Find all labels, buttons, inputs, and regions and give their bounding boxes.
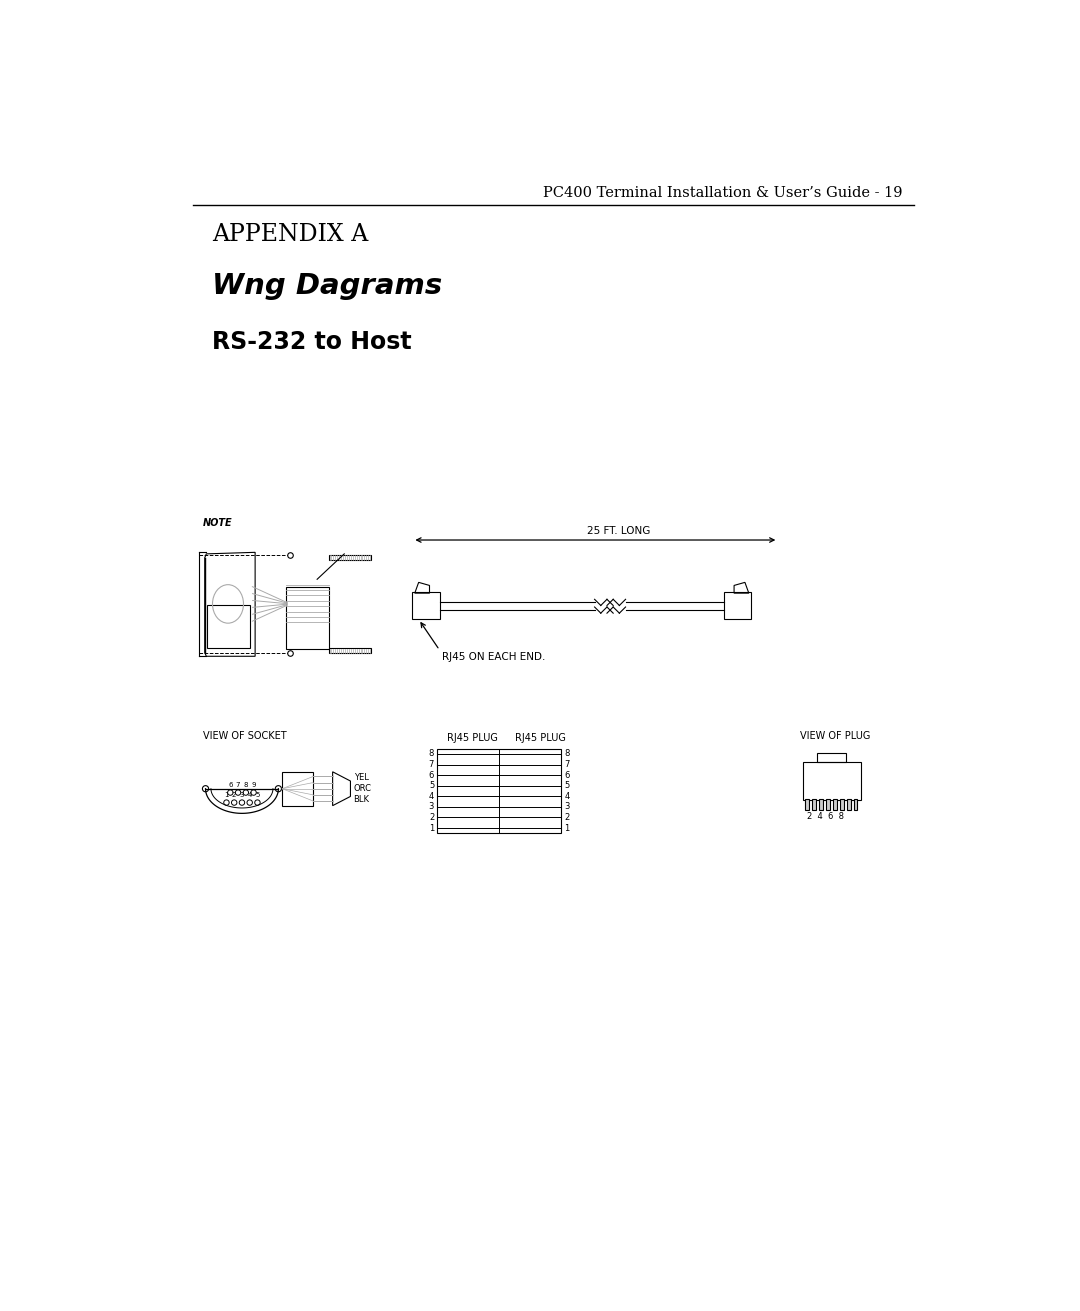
Text: 8: 8 [429, 750, 434, 759]
Text: 25 FT. LONG: 25 FT. LONG [586, 526, 650, 536]
Text: 3: 3 [565, 802, 570, 812]
Text: 5: 5 [255, 792, 259, 798]
Bar [847, 798, 851, 809]
Text: 4: 4 [247, 792, 252, 798]
Bar [840, 798, 843, 809]
Text: 2  4  6  8: 2 4 6 8 [807, 812, 843, 821]
Text: VIEW OF PLUG: VIEW OF PLUG [800, 732, 870, 741]
Text: VIEW OF SOCKET: VIEW OF SOCKET [203, 732, 287, 741]
Bar [816, 753, 847, 762]
Text: 7: 7 [429, 760, 434, 770]
Text: Wng Dagrams: Wng Dagrams [213, 271, 443, 300]
Bar [282, 772, 313, 806]
Text: 4: 4 [429, 792, 434, 801]
Text: 4: 4 [565, 792, 569, 801]
Text: 6: 6 [565, 771, 570, 780]
Bar [826, 798, 829, 809]
Bar [833, 798, 837, 809]
Text: 9: 9 [252, 781, 256, 788]
Text: 5: 5 [429, 781, 434, 791]
Bar [853, 798, 858, 809]
Text: RJ45 ON EACH END.: RJ45 ON EACH END. [442, 652, 545, 662]
Text: 2: 2 [565, 813, 569, 822]
Bar [328, 648, 372, 653]
Text: 2: 2 [429, 813, 434, 822]
Bar [413, 593, 440, 619]
Bar [328, 555, 372, 560]
Text: RJ45 PLUG: RJ45 PLUG [515, 733, 566, 742]
Bar [207, 606, 249, 648]
Text: YEL: YEL [353, 773, 368, 783]
Text: 2: 2 [232, 792, 237, 798]
Text: 6: 6 [228, 781, 232, 788]
Text: 7: 7 [235, 781, 241, 788]
Text: PC400 Terminal Installation & User’s Guide - 19: PC400 Terminal Installation & User’s Gui… [543, 186, 902, 199]
Text: NOTE: NOTE [203, 518, 233, 528]
Bar [812, 798, 816, 809]
Text: 5: 5 [565, 781, 569, 791]
Text: RJ45 PLUG: RJ45 PLUG [446, 733, 498, 742]
Text: 1: 1 [565, 823, 569, 832]
Text: BLK: BLK [353, 794, 369, 804]
Text: 3: 3 [240, 792, 244, 798]
Bar [819, 798, 823, 809]
Bar [286, 587, 328, 649]
Text: 7: 7 [565, 760, 570, 770]
Text: 8: 8 [565, 750, 570, 759]
Text: 8: 8 [244, 781, 248, 788]
Text: ORC: ORC [353, 784, 372, 793]
Bar [806, 798, 809, 809]
Bar [437, 749, 562, 834]
Bar [724, 593, 751, 619]
Text: 6: 6 [429, 771, 434, 780]
Text: 1: 1 [225, 792, 229, 798]
Text: 1: 1 [429, 823, 434, 832]
Text: APPENDIX A: APPENDIX A [213, 223, 368, 246]
Text: 3: 3 [429, 802, 434, 812]
Bar [804, 762, 861, 800]
Text: RS-232 to Host: RS-232 to Host [213, 329, 413, 354]
